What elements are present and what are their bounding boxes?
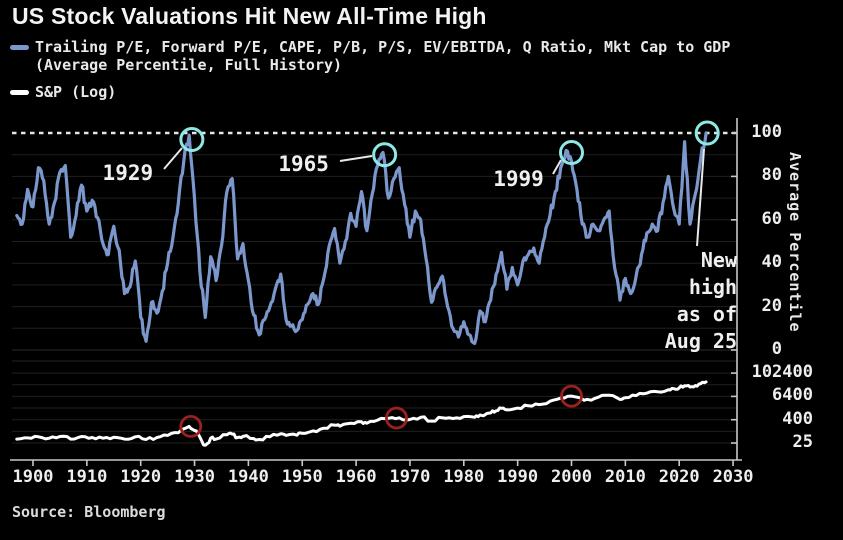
pointer-line-1999: [552, 159, 562, 175]
percentile-tick-label-80: 80: [761, 165, 782, 186]
percentile-tick-label-20: 20: [761, 295, 782, 316]
legend-item-valuation: Trailing P/E, Forward P/E, CAPE, P/B, P/…: [10, 38, 730, 74]
year-tick-label-1970: 1970: [389, 467, 431, 487]
new-high-line2: high: [688, 275, 737, 299]
year-tick-label-1940: 1940: [227, 467, 269, 487]
valuation-percentile-line: [15, 131, 708, 346]
sp-highlight-circle-1929: [179, 415, 203, 438]
sp-tick-label-6400: 6400: [772, 385, 813, 406]
year-tick-label-2010: 2010: [604, 467, 646, 487]
peak-circle-1929: [179, 127, 205, 153]
year-tick-label-1950: 1950: [281, 467, 323, 487]
valuation-series-swatch: [10, 45, 29, 50]
peak-highlight-circles: [179, 120, 720, 168]
sp-series-label: S&P (Log): [35, 83, 117, 101]
annotation-label-1929: 1929: [102, 160, 154, 185]
year-tick-label-1910: 1910: [66, 467, 108, 487]
year-tick-label-1990: 1990: [497, 467, 539, 487]
axes: [10, 118, 742, 466]
pointer-line-1965: [339, 155, 373, 162]
year-tick-label-2000: 2000: [551, 467, 592, 487]
sp-tick-label-102400: 102400: [751, 362, 813, 383]
year-tick-label-1900: 1900: [12, 467, 54, 487]
valuation-series-label-line1: Trailing P/E, Forward P/E, CAPE, P/B, P/…: [35, 38, 731, 56]
sp-tick-label-25: 25: [792, 432, 813, 452]
annotation-pointer-lines: [163, 147, 705, 247]
gridlines: [12, 154, 737, 444]
percentile-tick-label-100: 100: [751, 122, 782, 142]
peak-circle-new-high-as-of-aug-25: [694, 120, 720, 146]
new-high-line3: as of: [676, 302, 737, 326]
new-high-line1: New: [700, 248, 737, 272]
percentile-tick-label-0: 0: [771, 339, 782, 359]
new-high-annotation: New high as of Aug 25: [665, 247, 737, 355]
year-tick-label-1930: 1930: [174, 467, 216, 487]
sp-tick-label-400: 400: [782, 408, 813, 429]
annotation-label-1999: 1999: [493, 166, 544, 191]
legend-item-sp: S&P (Log): [10, 83, 116, 101]
sp-highlight-circle-2000: [560, 384, 583, 408]
year-tick-label-2030: 2030: [712, 467, 754, 487]
sp-highlight-circle-1968: [385, 406, 408, 430]
pointer-line-new-high-as-of-aug-25: [696, 148, 705, 247]
annotation-label-1965: 1965: [278, 151, 329, 176]
sp-series-swatch: [10, 90, 29, 95]
chart-title: US Stock Valuations Hit New All-Time Hig…: [12, 3, 487, 29]
year-tick-label-1980: 1980: [443, 467, 485, 487]
sp-log-line: [15, 380, 708, 447]
valuation-series-label: Trailing P/E, Forward P/E, CAPE, P/B, P/…: [35, 38, 730, 74]
percentile-axis-title: Average Percentile: [786, 151, 804, 333]
new-high-line4: Aug 25: [664, 329, 737, 353]
pointer-line-1929: [163, 147, 183, 170]
peak-circle-1965: [372, 142, 398, 168]
valuation-series-label-line2: (Average Percentile, Full History): [35, 56, 343, 74]
sp-highlight-circles: [179, 384, 583, 438]
year-tick-label-1920: 1920: [120, 467, 162, 487]
year-tick-label-2020: 2020: [658, 467, 700, 487]
percentile-tick-label-40: 40: [761, 252, 782, 273]
source-label: Source: Bloomberg: [12, 503, 166, 521]
year-tick-label-1960: 1960: [335, 467, 377, 487]
percentile-tick-label-60: 60: [761, 208, 782, 229]
peak-circle-1999: [559, 140, 584, 166]
